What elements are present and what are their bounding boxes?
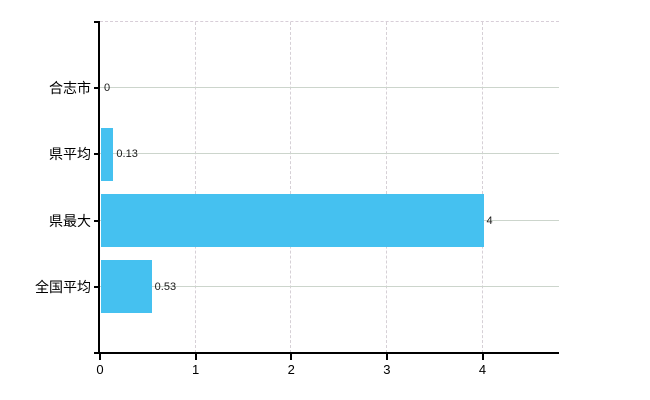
- x-axis-tick: [290, 354, 293, 360]
- y-axis-tick: [94, 21, 100, 23]
- x-tick-label: 4: [478, 362, 487, 377]
- h-gridline: [100, 153, 559, 155]
- plot-top-border: [100, 21, 559, 22]
- bar: [101, 127, 114, 181]
- x-axis-tick: [99, 354, 101, 360]
- y-axis-line: [98, 22, 100, 354]
- x-axis-tick: [385, 354, 388, 360]
- x-axis-line: [94, 352, 559, 354]
- bar-value-label: 0.13: [116, 148, 138, 161]
- category-label: 県最大: [49, 212, 91, 229]
- x-axis-tick: [481, 354, 484, 360]
- h-gridline: [100, 87, 559, 89]
- y-axis-tick: [94, 87, 100, 90]
- bar: [101, 194, 484, 248]
- y-axis-tick: [94, 285, 100, 288]
- bar-value-label: 0.53: [154, 280, 177, 293]
- category-label: 全国平均: [35, 278, 91, 295]
- x-tick-label: 2: [287, 362, 295, 377]
- x-axis-tick: [194, 354, 197, 360]
- y-axis-tick: [94, 219, 100, 222]
- v-gridline: [481, 22, 483, 353]
- x-tick-label: 1: [192, 362, 200, 377]
- x-tick-label: 3: [383, 362, 391, 377]
- bar-value-label: 4: [486, 214, 493, 227]
- y-axis-tick: [94, 153, 100, 156]
- category-label: 合志市: [49, 80, 91, 97]
- x-tick-label: 0: [96, 362, 104, 377]
- bar-value-label: 0: [104, 82, 111, 95]
- category-label: 県平均: [49, 146, 91, 163]
- bar: [101, 260, 152, 314]
- h-gridline: [100, 285, 559, 287]
- v-gridline: [194, 22, 196, 353]
- v-gridline: [290, 22, 292, 353]
- v-gridline: [385, 22, 387, 353]
